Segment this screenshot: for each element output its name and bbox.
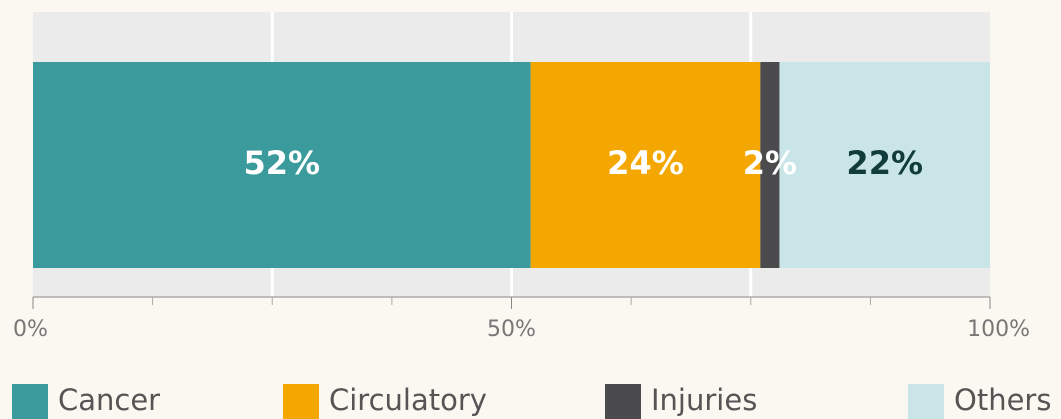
value-label: 22% xyxy=(846,144,923,182)
value-label: 24% xyxy=(607,144,684,182)
legend-swatch xyxy=(605,384,641,419)
legend-swatch xyxy=(12,384,48,419)
legend-swatch xyxy=(908,384,944,419)
legend-label: Others xyxy=(954,383,1051,417)
bar-segment xyxy=(530,62,761,268)
x-tick-label: 100% xyxy=(967,317,1030,342)
bar-segment xyxy=(33,62,531,268)
x-tick-label: 0% xyxy=(13,317,48,342)
x-tick-label: 50% xyxy=(487,317,536,342)
bar-segment xyxy=(779,62,990,268)
bar-segment xyxy=(760,62,780,268)
legend-label: Circulatory xyxy=(329,383,487,417)
value-label: 52% xyxy=(244,144,321,182)
legend-label: Injuries xyxy=(651,383,757,417)
legend-swatch xyxy=(283,384,319,419)
value-label: 2% xyxy=(743,144,797,182)
legend-label: Cancer xyxy=(58,383,160,417)
